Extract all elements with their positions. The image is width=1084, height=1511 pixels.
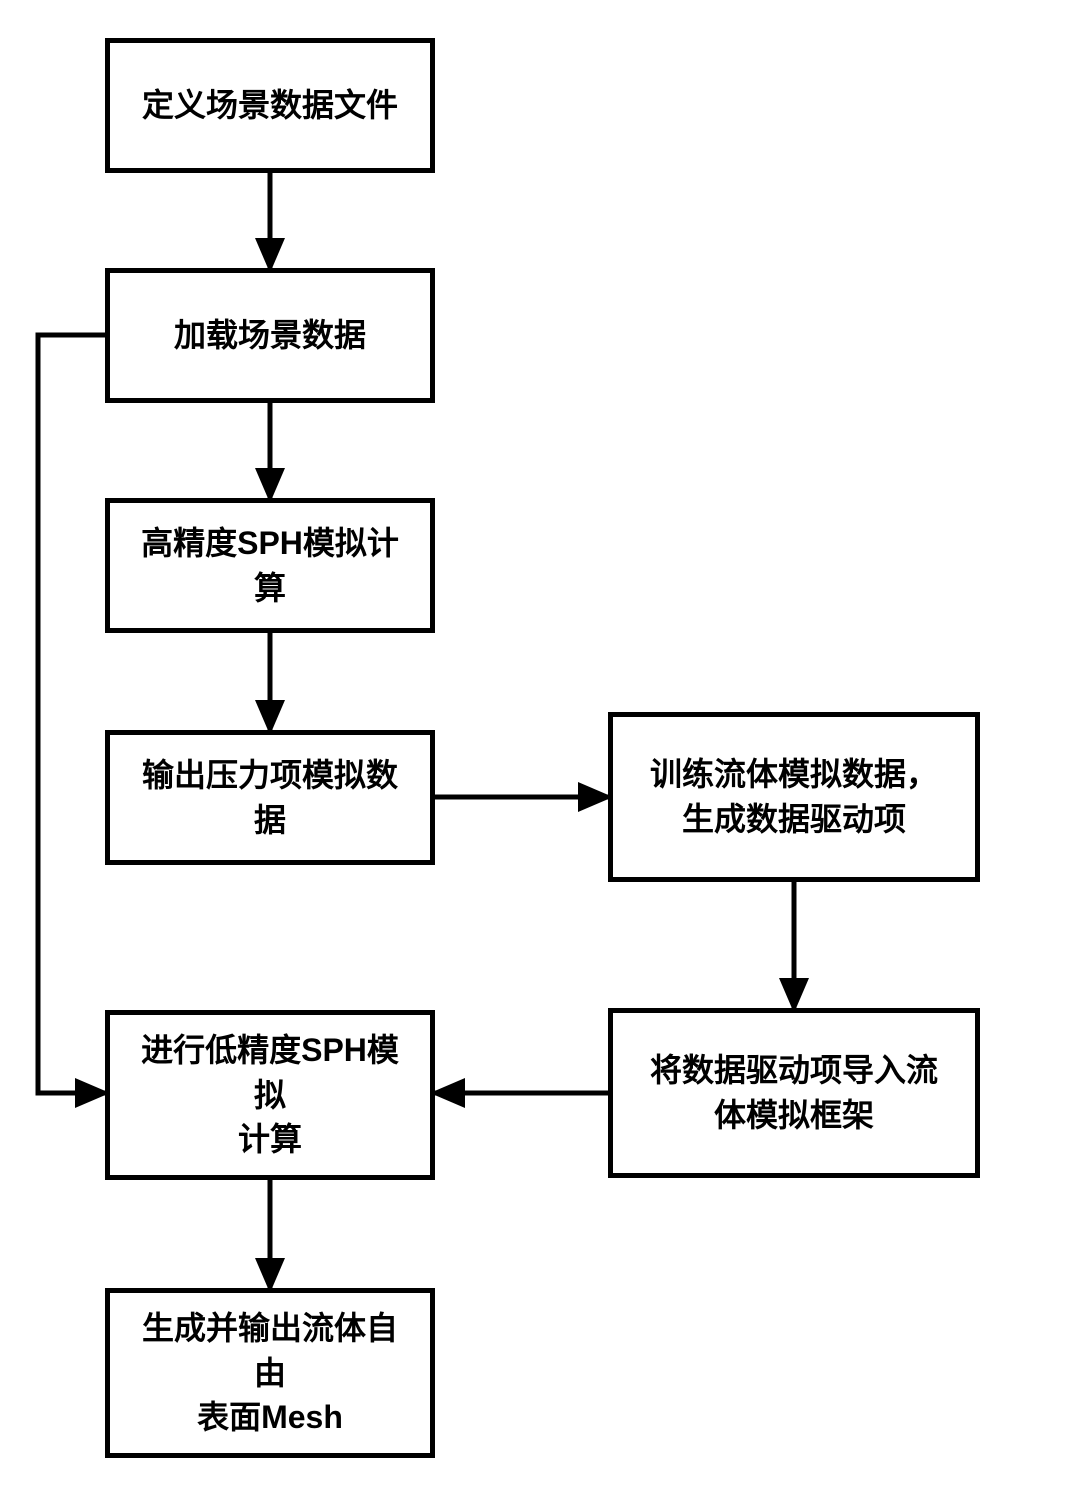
node-label: 训练流体模拟数据，生成数据驱动项 (650, 752, 938, 842)
node-label: 加载场景数据 (174, 313, 366, 358)
node-load-scene: 加载场景数据 (105, 268, 435, 403)
node-low-precision-sph: 进行低精度SPH模拟计算 (105, 1010, 435, 1180)
node-label: 输出压力项模拟数据 (130, 753, 410, 843)
node-output-pressure: 输出压力项模拟数据 (105, 730, 435, 865)
node-label: 将数据驱动项导入流体模拟框架 (650, 1048, 938, 1138)
node-output-mesh: 生成并输出流体自由表面Mesh (105, 1288, 435, 1458)
node-label: 定义场景数据文件 (142, 83, 398, 128)
node-high-precision-sph: 高精度SPH模拟计算 (105, 498, 435, 633)
node-define-scene: 定义场景数据文件 (105, 38, 435, 173)
node-label: 高精度SPH模拟计算 (130, 521, 410, 611)
flowchart-diagram: 定义场景数据文件 加载场景数据 高精度SPH模拟计算 输出压力项模拟数据 训练流… (0, 0, 1084, 1511)
node-label: 进行低精度SPH模拟计算 (130, 1028, 410, 1162)
node-label: 生成并输出流体自由表面Mesh (130, 1306, 410, 1440)
node-train-fluid-data: 训练流体模拟数据，生成数据驱动项 (608, 712, 980, 882)
node-import-data-driven: 将数据驱动项导入流体模拟框架 (608, 1008, 980, 1178)
